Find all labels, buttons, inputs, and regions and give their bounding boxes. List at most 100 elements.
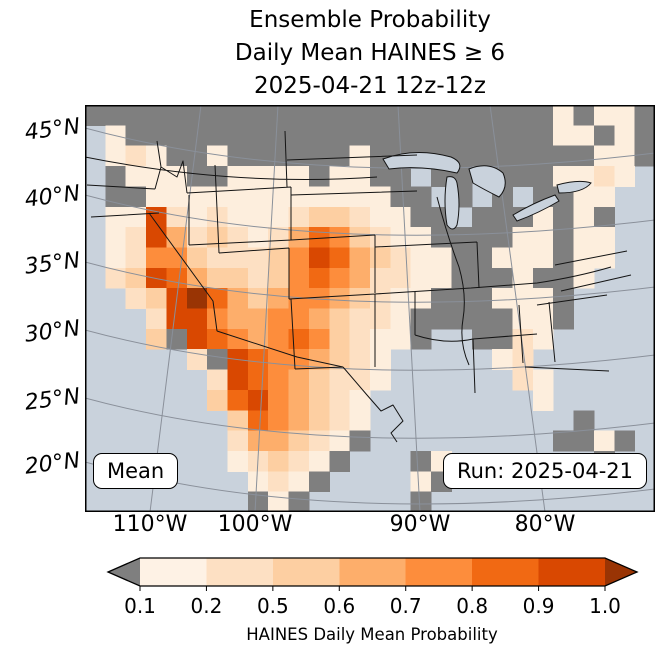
grid-cell <box>268 369 290 391</box>
grid-cell <box>410 267 432 289</box>
grid-cell <box>593 105 615 126</box>
grid-cell <box>634 105 655 126</box>
grid-cell <box>573 410 595 432</box>
grid-cell <box>512 145 534 167</box>
grid-cell <box>268 186 290 208</box>
grid-cell <box>268 410 290 432</box>
grid-cell <box>288 166 310 187</box>
grid-cell <box>593 186 615 208</box>
grid-cell <box>166 328 188 350</box>
mean-annotation-box: Mean <box>93 453 179 489</box>
grid-cell <box>268 288 290 309</box>
grid-cell <box>227 369 249 391</box>
grid-cell <box>431 247 452 269</box>
grid-cell <box>532 308 554 330</box>
grid-cell <box>268 471 290 493</box>
grid-cell <box>207 389 228 411</box>
colorbar-segment <box>272 558 340 586</box>
grid-cell <box>471 247 493 269</box>
grid-cell <box>349 105 371 126</box>
grid-cell <box>329 328 351 350</box>
mean-annotation-label: Mean <box>107 459 165 483</box>
grid-cell <box>247 247 269 269</box>
grid-cell <box>614 430 636 452</box>
grid-cell <box>146 125 167 147</box>
grid-cell <box>410 288 432 309</box>
grid-cell <box>288 389 310 411</box>
run-annotation-box: Run: 2025-04-21 <box>442 453 647 489</box>
map-area: Mean Run: 2025-04-21 <box>85 105 655 512</box>
grid-cell <box>512 247 534 269</box>
grid-cell <box>370 247 391 269</box>
grid-cell <box>227 389 249 411</box>
grid-cell <box>390 247 412 269</box>
grid-cell <box>492 105 513 126</box>
grid-cell <box>288 430 310 452</box>
grid-cell <box>553 206 575 228</box>
colorbar-over-arrow <box>605 558 637 586</box>
grid-cell <box>207 227 228 248</box>
grid-cell <box>593 430 615 452</box>
grid-cell <box>349 166 371 187</box>
grid-cell <box>146 166 167 187</box>
grid-cell <box>492 125 513 147</box>
colorbar-tick-label: 0.1 <box>124 594 156 618</box>
grid-cell <box>227 308 249 330</box>
grid-cell <box>146 308 167 330</box>
grid-cell <box>573 105 595 126</box>
lake-erie <box>512 194 560 222</box>
grid-cell <box>512 166 534 187</box>
grid-cell <box>329 450 351 472</box>
grid-cell <box>105 145 127 167</box>
grid-cell <box>431 308 452 330</box>
grid-cell <box>247 166 269 187</box>
grid-cell <box>247 186 269 208</box>
grid-cell <box>288 410 310 432</box>
grid-cell <box>329 267 351 289</box>
grid-cell <box>431 105 452 126</box>
grid-cell <box>370 308 391 330</box>
grid-cell <box>146 247 167 269</box>
grid-cell <box>207 267 228 289</box>
grid-cell <box>390 206 412 228</box>
grid-cell <box>186 247 208 269</box>
grid-cell <box>268 430 290 452</box>
grid-cell <box>227 267 249 289</box>
grid-cell <box>451 227 473 248</box>
grid-cell <box>227 206 249 228</box>
colorbar-tick-label: 0.9 <box>523 594 555 618</box>
grid-cell <box>593 125 615 147</box>
grid-cell <box>268 247 290 269</box>
grid-cell <box>288 105 310 126</box>
colorbar-tick-label: 1.0 <box>589 594 621 618</box>
grid-cell <box>146 288 167 309</box>
grid-cell <box>186 145 208 167</box>
grid-cell <box>247 410 269 432</box>
colorbar-ticks: 0.1 0.2 0.5 0.6 0.7 0.8 0.9 1.0 <box>124 586 621 618</box>
grid-cell <box>186 166 208 187</box>
grid-cell <box>288 247 310 269</box>
grid-cell <box>247 145 269 167</box>
grid-cell <box>125 267 147 289</box>
grid-cell <box>308 206 330 228</box>
colorbar-segment <box>538 558 606 586</box>
grid-cell <box>268 206 290 228</box>
grid-cell <box>451 125 473 147</box>
grid-cell <box>553 125 575 147</box>
colorbar-segment <box>206 558 274 586</box>
grid-cell <box>125 125 147 147</box>
grid-cell <box>308 125 330 147</box>
grid-cell <box>492 349 513 371</box>
grid-cell <box>166 125 188 147</box>
lon-tick-label: 110°W <box>112 512 188 537</box>
grid-cell <box>410 450 432 472</box>
lon-tick-label: 80°W <box>514 512 576 537</box>
grid-cell <box>105 227 127 248</box>
grid-cell <box>573 430 595 452</box>
grid-cell <box>349 288 371 309</box>
grid-cell <box>512 308 534 330</box>
grid-cell <box>390 288 412 309</box>
grid-cell <box>247 125 269 147</box>
probability-field <box>85 105 655 512</box>
grid-cell <box>573 227 595 248</box>
